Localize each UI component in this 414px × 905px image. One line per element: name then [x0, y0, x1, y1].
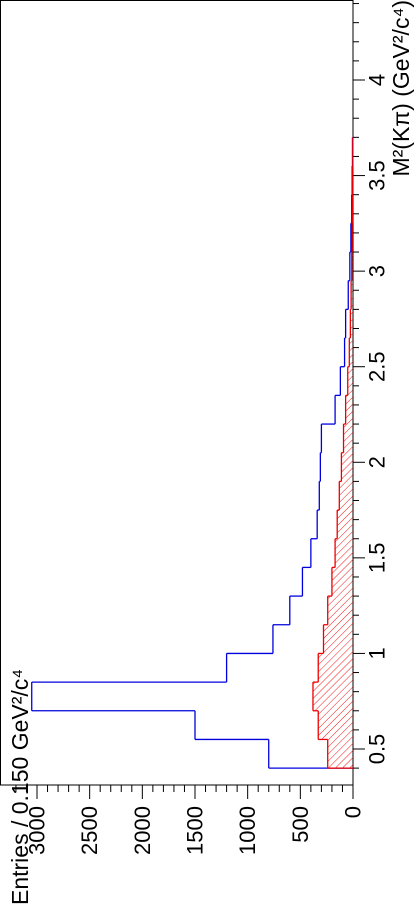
y-tick-label-3: 1500 — [183, 806, 208, 855]
x-tick-label-1: 1 — [365, 647, 390, 659]
y-tick-label-2: 1000 — [235, 806, 260, 855]
y-tick-label-0: 0 — [341, 806, 366, 818]
x-tick-label-3: 2 — [365, 456, 390, 468]
y-tick-label-4: 2000 — [130, 806, 155, 855]
x-tick-label-2: 1.5 — [365, 543, 390, 574]
y-tick-label-5: 2500 — [77, 806, 102, 855]
x-tick-label-7: 4 — [365, 74, 390, 86]
y-axis-label: Entries / 0.150 GeV²/c⁴ — [7, 669, 33, 905]
x-tick-label-6: 3.5 — [365, 160, 390, 191]
series-1-hatch-fill — [312, 137, 353, 769]
y-tick-label-1: 500 — [288, 806, 313, 843]
x-axis-label: M²(Kπ) (GeV²/c⁴) — [388, 0, 414, 177]
x-tick-label-5: 3 — [365, 265, 390, 277]
plot-frame — [0, 0, 354, 786]
y-tick-label-6: 3000 — [25, 806, 50, 855]
x-tick-label-4: 2.5 — [365, 351, 390, 382]
x-tick-label-0: 0.5 — [365, 734, 390, 765]
